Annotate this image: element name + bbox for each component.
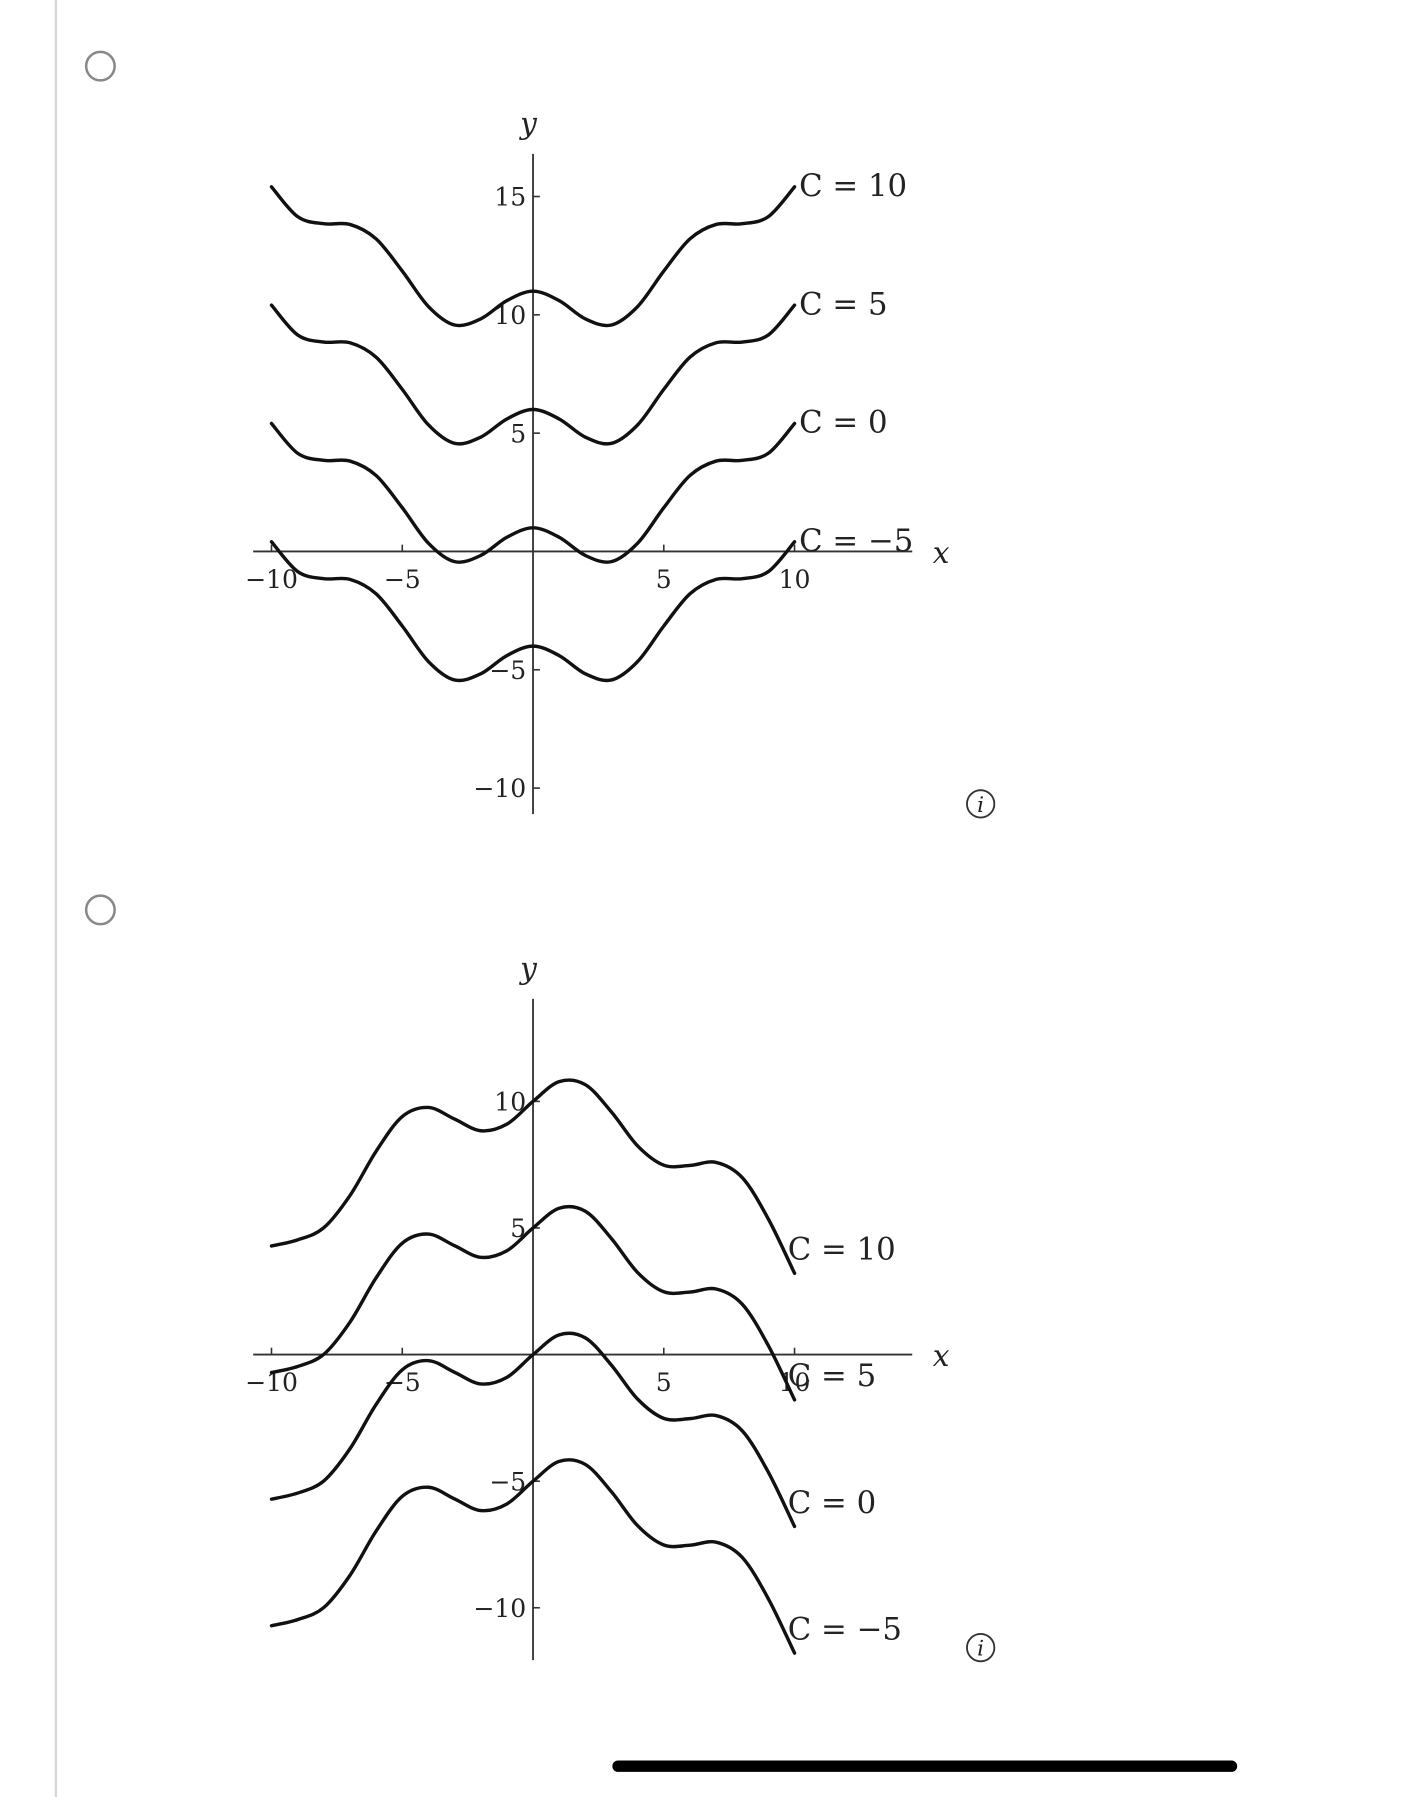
curve-label: C = 0 xyxy=(799,405,887,441)
curve xyxy=(269,1458,797,1655)
x-tick-label: −10 xyxy=(245,565,298,594)
y-tick-label: 15 xyxy=(494,183,526,212)
info-circle xyxy=(966,789,996,819)
y-tick-label: −10 xyxy=(473,1594,526,1623)
x-tick-label: −5 xyxy=(384,565,421,594)
info-circle xyxy=(966,1633,996,1663)
y-tick-label: −5 xyxy=(489,656,526,685)
curve-label: C = −5 xyxy=(788,1611,902,1647)
x-axis-label: x xyxy=(933,1338,950,1373)
y-tick-label: 5 xyxy=(510,419,526,448)
curve xyxy=(269,1078,797,1276)
curve-label: C = 10 xyxy=(799,168,907,204)
curve-label: C = 5 xyxy=(788,1358,876,1394)
y-axis-label: y xyxy=(518,950,538,985)
y-tick-label: −10 xyxy=(473,774,526,803)
radio-button[interactable] xyxy=(84,50,116,82)
curve xyxy=(269,540,797,683)
x-axis-label: x xyxy=(933,535,950,570)
x-tick-label: 5 xyxy=(656,565,672,594)
curve xyxy=(269,1331,797,1529)
curve xyxy=(269,1204,797,1402)
info-button[interactable]: i xyxy=(966,1633,996,1663)
curve-label: C = 10 xyxy=(788,1232,896,1268)
info-button[interactable]: i xyxy=(966,789,996,819)
x-tick-label: 10 xyxy=(779,565,811,594)
curve-label: C = 5 xyxy=(799,286,887,322)
info-icon: i xyxy=(977,1637,984,1662)
radio-button[interactable] xyxy=(84,894,116,926)
curve-label: C = 0 xyxy=(788,1485,876,1521)
curve xyxy=(269,185,797,328)
x-tick-label: 5 xyxy=(656,1368,672,1397)
y-axis-label: y xyxy=(518,105,538,140)
info-icon: i xyxy=(977,793,984,818)
curve-label: C = −5 xyxy=(799,523,913,559)
curve xyxy=(269,303,797,446)
home-indicator xyxy=(612,1760,1238,1772)
curve xyxy=(269,421,797,564)
x-tick-label: 10 xyxy=(779,1368,811,1397)
